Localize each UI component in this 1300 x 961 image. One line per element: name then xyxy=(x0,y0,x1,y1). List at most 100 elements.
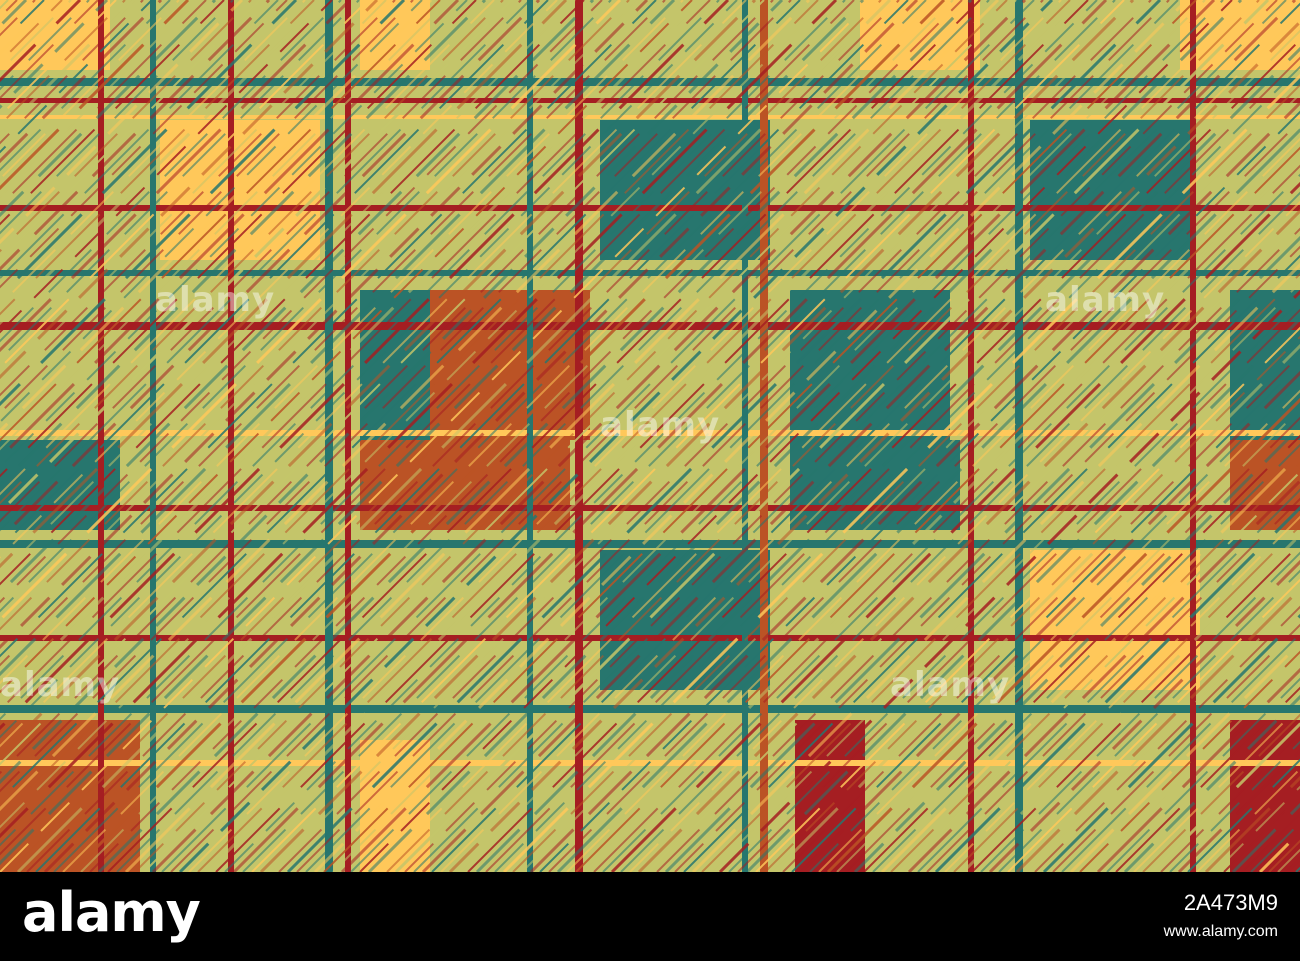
hatch-line xyxy=(394,0,1270,872)
hatch-line xyxy=(971,542,1300,872)
hatch-line xyxy=(313,0,1189,872)
pattern-stripe xyxy=(0,270,1300,276)
hatch-line xyxy=(0,0,225,226)
hatch-line xyxy=(475,46,1300,872)
hatch-line xyxy=(1150,721,1300,872)
hatch-line xyxy=(1025,596,1300,872)
hatch-line xyxy=(359,0,1233,872)
hatch-line xyxy=(845,416,1300,872)
hatch-line xyxy=(188,0,1062,872)
hatch-line xyxy=(836,407,1300,872)
hatch-line xyxy=(232,0,1108,872)
hatch-line xyxy=(691,262,1300,872)
hatch-line xyxy=(0,0,541,542)
hatch-line xyxy=(431,2,1300,872)
hatch-line xyxy=(0,0,873,872)
hatch-line xyxy=(0,0,774,775)
pattern-block xyxy=(770,550,1030,690)
hatch-line xyxy=(0,0,414,415)
hatch-line xyxy=(116,0,990,872)
pattern-block xyxy=(0,280,150,440)
tartan-pattern xyxy=(0,0,1300,872)
hatch-line xyxy=(0,0,531,532)
hatch-line xyxy=(215,0,1089,872)
hatch-line xyxy=(548,119,1300,872)
hatch-line xyxy=(107,0,981,872)
pattern-stripe xyxy=(0,430,1300,436)
hatch-line xyxy=(0,0,811,812)
hatch-line xyxy=(0,0,495,496)
hatch-line xyxy=(0,0,747,748)
hatch-line xyxy=(1007,578,1300,872)
hatch-line xyxy=(124,0,1000,872)
hatch-line xyxy=(269,0,1143,872)
hatch-line xyxy=(197,0,1071,872)
pattern-stripe xyxy=(760,0,768,872)
hatch-line xyxy=(566,137,1300,872)
hatch-line xyxy=(8,0,882,872)
hatch-line xyxy=(161,0,1035,872)
hatch-line xyxy=(332,0,1206,872)
hatch-line xyxy=(80,0,954,872)
hatch-line xyxy=(0,0,315,316)
hatch-line xyxy=(1052,623,1300,872)
hatch-line xyxy=(1069,640,1300,872)
hatch-line xyxy=(880,451,1300,872)
hatch-line xyxy=(583,154,1300,872)
hatch-line xyxy=(89,0,963,872)
hatch-line xyxy=(1015,586,1300,872)
hatch-line xyxy=(224,0,1098,872)
hatch-line xyxy=(0,0,801,802)
hatch-line xyxy=(0,0,585,586)
hatch-line xyxy=(1115,686,1300,872)
hatch-line xyxy=(0,0,784,785)
hatch-line xyxy=(502,73,1300,872)
hatch-line xyxy=(0,0,360,361)
tartan-pattern-svg xyxy=(0,0,1300,872)
hatch-line xyxy=(529,100,1300,872)
hatch-line xyxy=(43,0,919,872)
hatch-line xyxy=(134,0,1008,872)
hatch-line xyxy=(458,29,1300,872)
hatch-line xyxy=(170,0,1044,872)
hatch-line xyxy=(961,532,1300,872)
hatch-line xyxy=(0,0,441,442)
hatch-line xyxy=(0,0,720,721)
hatch-line xyxy=(934,505,1300,872)
hatch-line xyxy=(0,0,504,505)
hatch-line xyxy=(610,181,1300,872)
hatch-line xyxy=(0,0,827,872)
hatch-line xyxy=(683,254,1300,872)
hatch-line xyxy=(0,0,792,793)
hatch-line xyxy=(53,0,927,872)
hatch-line xyxy=(0,0,612,613)
hatch-line xyxy=(0,0,163,164)
hatch-line xyxy=(718,289,1300,872)
hatch-line xyxy=(0,0,396,397)
hatch-line xyxy=(1088,659,1300,872)
hatch-line xyxy=(0,0,352,353)
pattern-block xyxy=(770,120,800,260)
hatch-line xyxy=(35,0,909,872)
hatch-line xyxy=(953,524,1300,872)
hatch-line xyxy=(863,434,1300,872)
hatch-line xyxy=(0,0,576,577)
hatch-line xyxy=(0,0,450,451)
hatch-line xyxy=(340,0,1216,872)
hatch-line xyxy=(0,0,657,658)
hatch-line xyxy=(1142,713,1300,872)
hatch-line xyxy=(0,0,514,515)
pattern-stripe xyxy=(527,0,533,872)
hatch-line xyxy=(0,0,838,839)
hatch-line xyxy=(0,0,406,407)
hatch-line xyxy=(764,335,1300,872)
hatch-line xyxy=(512,83,1300,872)
hatch-line xyxy=(0,0,757,758)
hatch-line xyxy=(467,38,1300,872)
hatch-line xyxy=(521,92,1300,872)
hatch-line xyxy=(791,362,1300,872)
hatch-line xyxy=(70,0,946,872)
footer-bar: alamy 2A473M9 www.alamy.com xyxy=(0,872,1300,961)
hatch-line xyxy=(1079,650,1300,872)
hatch-line xyxy=(656,227,1300,872)
